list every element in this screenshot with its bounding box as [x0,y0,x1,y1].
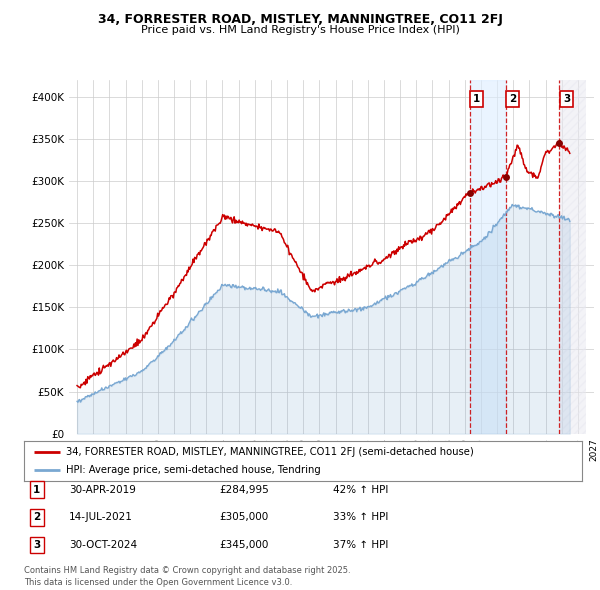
Text: 34, FORRESTER ROAD, MISTLEY, MANNINGTREE, CO11 2FJ: 34, FORRESTER ROAD, MISTLEY, MANNINGTREE… [98,13,502,26]
Text: 34, FORRESTER ROAD, MISTLEY, MANNINGTREE, CO11 2FJ (semi-detached house): 34, FORRESTER ROAD, MISTLEY, MANNINGTREE… [66,447,473,457]
Text: 1: 1 [33,485,40,494]
Text: 37% ↑ HPI: 37% ↑ HPI [333,540,388,550]
Text: 14-JUL-2021: 14-JUL-2021 [69,513,133,522]
Text: 30-APR-2019: 30-APR-2019 [69,485,136,494]
Text: 3: 3 [33,540,40,550]
Bar [559,80,586,434]
Text: 42% ↑ HPI: 42% ↑ HPI [333,485,388,494]
Text: 2: 2 [509,94,516,104]
Text: HPI: Average price, semi-detached house, Tendring: HPI: Average price, semi-detached house,… [66,465,320,475]
Text: 3: 3 [563,94,570,104]
Text: 33% ↑ HPI: 33% ↑ HPI [333,513,388,522]
Text: 30-OCT-2024: 30-OCT-2024 [69,540,137,550]
Text: £305,000: £305,000 [219,513,268,522]
Text: £345,000: £345,000 [219,540,268,550]
Text: Price paid vs. HM Land Registry's House Price Index (HPI): Price paid vs. HM Land Registry's House … [140,25,460,35]
Text: Contains HM Land Registry data © Crown copyright and database right 2025.
This d: Contains HM Land Registry data © Crown c… [24,566,350,587]
Text: 2: 2 [33,513,40,522]
Text: £284,995: £284,995 [219,485,269,494]
Bar [470,80,506,434]
Text: 1: 1 [473,94,480,104]
